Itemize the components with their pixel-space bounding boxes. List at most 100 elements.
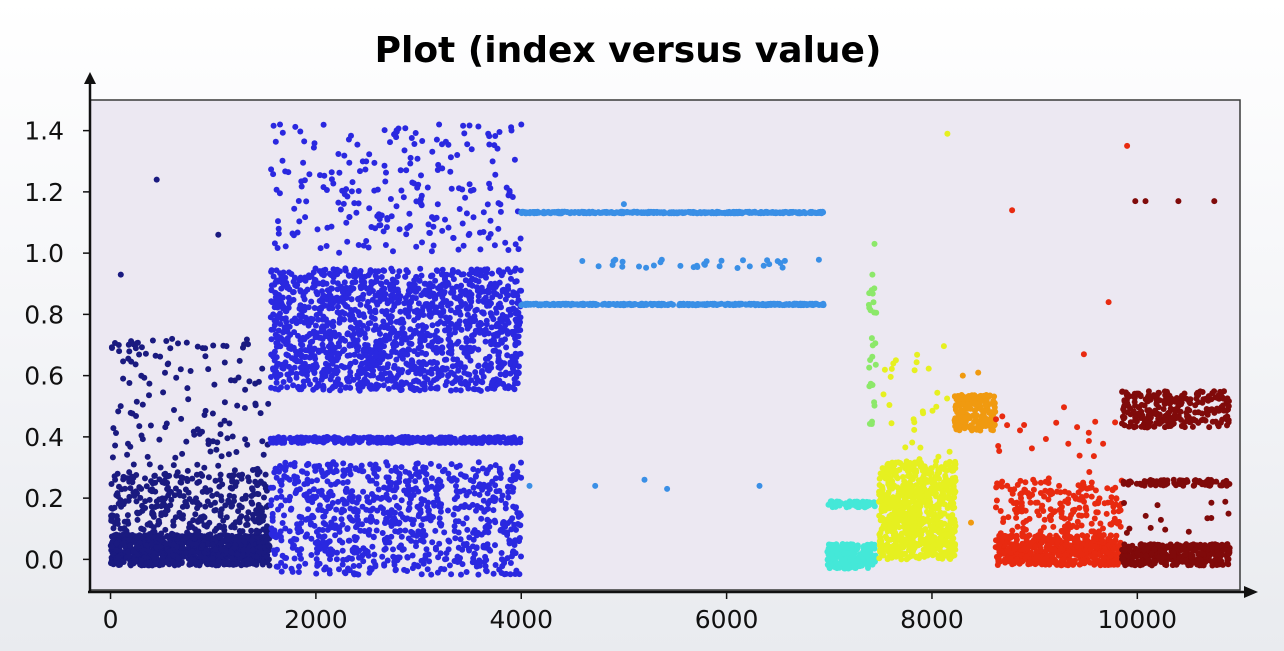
data-point [492,347,499,354]
data-point [295,529,302,536]
data-point [115,408,122,415]
data-point [502,505,509,512]
data-point [193,499,200,506]
data-point [298,555,304,562]
data-point [483,568,490,575]
data-point [807,208,814,215]
data-point [358,285,364,292]
data-point [212,499,218,506]
data-point [414,155,421,162]
data-point [169,335,176,342]
data-point [387,319,394,326]
data-point [137,534,143,541]
data-point [270,326,277,333]
data-point [387,139,393,146]
data-point [332,439,338,446]
data-point [221,527,228,534]
data-point [274,563,281,570]
data-point [349,498,356,505]
data-point [296,218,303,225]
data-point [499,492,506,499]
data-point [320,292,327,299]
data-point [275,506,281,513]
data-point [432,309,439,315]
data-point [481,508,488,515]
data-point [487,464,494,470]
data-point [178,415,185,422]
data-point [769,209,776,215]
data-point [353,534,360,541]
data-point [320,184,327,191]
data-point [397,352,404,359]
data-point [345,272,352,279]
data-point [383,279,390,285]
data-point [252,380,259,387]
data-point [150,524,157,531]
data-point [482,563,489,570]
data-point [339,561,346,568]
data-point [415,488,422,495]
data-point [489,294,496,301]
data-point [403,231,410,238]
data-point [268,336,275,343]
data-point [439,266,446,273]
data-point [518,209,525,216]
data-point [333,556,340,563]
data-point [390,248,396,255]
data-point [388,329,395,336]
data-point [217,512,224,519]
data-point [244,547,251,554]
data-point [415,285,422,292]
data-point [505,247,512,253]
data-point [504,555,511,562]
data-point [493,436,500,443]
data-point [242,386,249,393]
data-point [228,549,235,556]
data-point [354,141,361,148]
data-point [168,496,175,503]
data-point [302,347,309,354]
data-point [490,377,497,384]
data-point [526,210,533,217]
data-point [146,392,152,399]
data-point [370,288,376,294]
data-point [329,272,336,279]
data-point [475,571,482,578]
data-point [434,201,441,208]
data-point [280,329,287,336]
data-point [442,216,448,223]
data-point [476,491,483,498]
data-point [418,343,425,350]
data-point [518,553,524,560]
data-point [442,138,449,145]
data-point [450,234,457,241]
data-point [262,471,269,478]
data-point [279,520,286,526]
data-point [421,280,428,287]
data-point [418,349,425,356]
data-point [253,553,260,560]
data-point [504,352,511,359]
data-point [175,340,181,347]
data-point [377,365,384,372]
data-point [256,548,263,555]
data-point [433,365,440,372]
data-point [792,209,799,216]
data-point [419,381,426,388]
data-point [217,431,224,438]
data-point [225,451,232,458]
data-point [485,130,492,137]
data-point [406,500,413,507]
data-point [457,536,464,543]
data-point [426,293,433,300]
data-point [165,360,172,367]
data-point [421,386,428,393]
data-point [314,538,321,545]
data-point [402,527,409,534]
data-point [277,478,284,485]
data-point [318,376,325,383]
data-point [240,547,247,553]
data-point [423,546,430,553]
data-point [263,553,270,560]
data-point [438,271,445,278]
